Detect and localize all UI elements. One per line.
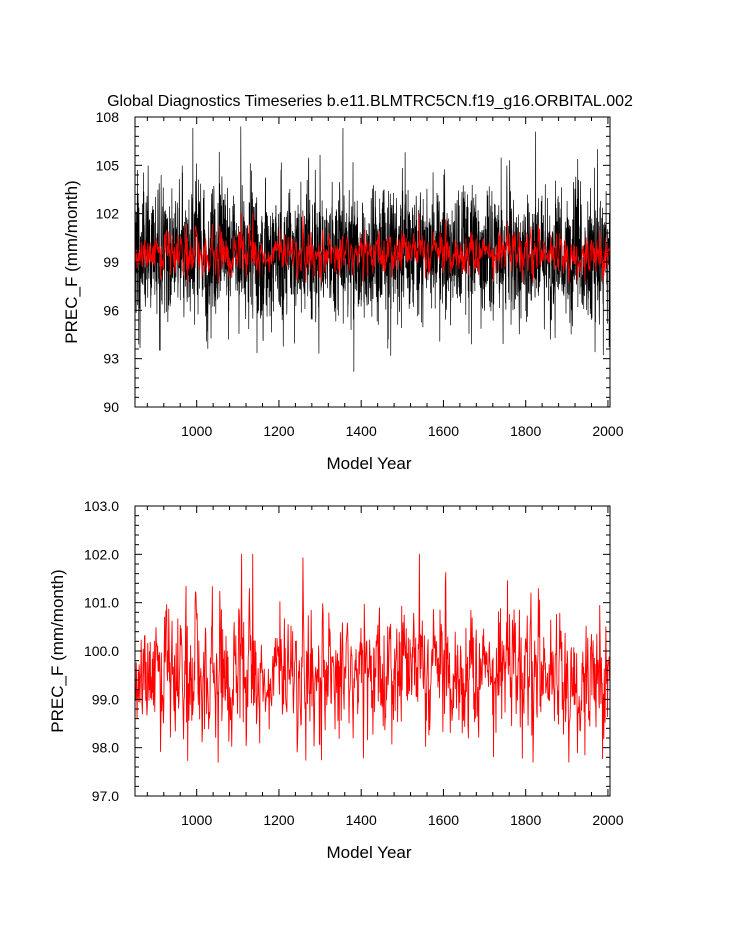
y-tick-label: 90 (103, 399, 119, 415)
y-tick-label: 108 (96, 109, 120, 125)
y-tick-label: 101.0 (84, 595, 119, 611)
y-tick-label: 105 (96, 157, 120, 173)
y-tick-label: 102.0 (84, 546, 119, 562)
x-axis-title: Model Year (326, 843, 411, 862)
y-tick-label: 103.0 (84, 498, 119, 514)
x-tick-label: 1200 (263, 812, 294, 828)
top-panel: 1000 1200 1400 1600 1800 2000 90 93 96 99 102 105 10… (62, 109, 624, 473)
x-tick-label: 1600 (428, 812, 459, 828)
y-tick-label: 97.0 (92, 788, 119, 804)
series-line (134, 553, 611, 763)
y-axis-title: PREC_F (mm/month) (48, 569, 67, 732)
y-tick-label: 102 (96, 206, 120, 222)
x-tick-label: 1800 (510, 812, 541, 828)
y-tick-label: 98.0 (92, 740, 119, 756)
chart-title: Global Diagnostics Timeseries b.e11.BLMT… (107, 93, 633, 110)
x-tick-label: 1000 (181, 423, 212, 439)
series-line (134, 213, 611, 284)
y-tick-label: 96 (103, 302, 119, 318)
axis-ticks: 1000 1200 1400 1600 1800 2000 97.0 98.0 99.0 100.… (84, 498, 624, 828)
x-tick-label: 1400 (346, 423, 377, 439)
series-annual-mean-line (134, 553, 611, 763)
axis-ticks: 1000 1200 1400 1600 1800 2000 90 93 96 99 102 105 10… (96, 109, 624, 439)
y-tick-label: 100.0 (84, 643, 119, 659)
series-monthly-line (134, 126, 611, 372)
series-annual-mean-line (134, 213, 611, 284)
x-tick-label: 1600 (428, 423, 459, 439)
x-axis-title: Model Year (326, 454, 411, 473)
x-tick-label: 1000 (181, 812, 212, 828)
x-tick-label: 1400 (346, 812, 377, 828)
y-tick-label: 99 (103, 254, 119, 270)
x-tick-label: 1800 (510, 423, 541, 439)
x-tick-label: 2000 (592, 812, 623, 828)
x-tick-label: 2000 (592, 423, 623, 439)
series-line (134, 126, 611, 372)
bottom-panel: 1000 1200 1400 1600 1800 2000 97.0 98.0 99.0 100.… (48, 498, 624, 862)
y-axis-title: PREC_F (mm/month) (62, 180, 81, 343)
y-tick-label: 93 (103, 351, 119, 367)
y-tick-label: 99.0 (92, 691, 119, 707)
x-tick-label: 1200 (263, 423, 294, 439)
